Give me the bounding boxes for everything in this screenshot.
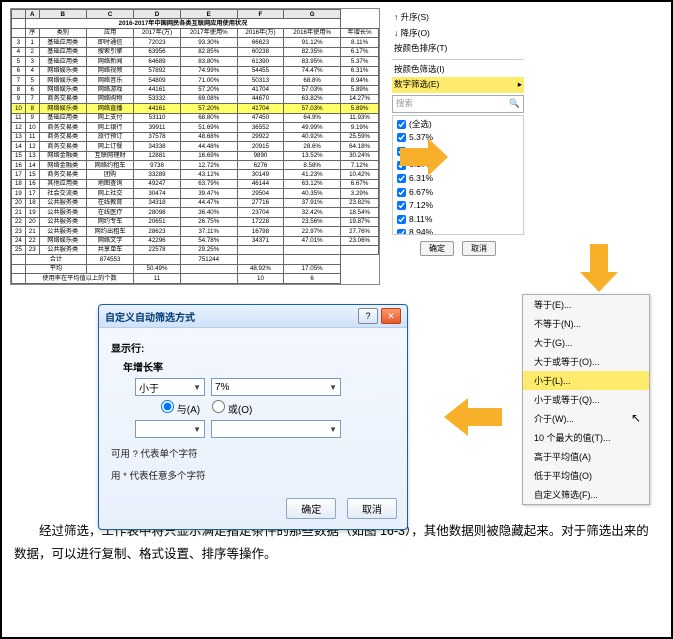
condition1-select[interactable]: 小于▼ (135, 378, 205, 396)
hint2: 用 * 代表任意多个字符 (111, 468, 395, 482)
filter-color[interactable]: 按颜色筛选(I) (392, 62, 524, 78)
number-filter[interactable]: 数字筛选(E)▸ (392, 77, 524, 93)
hint1: 可用 ? 代表单个字符 (111, 446, 395, 460)
select-all-checkbox[interactable]: (全选) (395, 118, 521, 132)
dialog-title: 自定义自动筛选方式 (105, 309, 195, 324)
submenu-item[interactable]: 低于平均值(O) (523, 466, 649, 485)
spreadsheet-table: ABCDEFG2016-2017年中国网民各类互联网应用使用状况序类别应用201… (10, 8, 380, 285)
submenu-item[interactable]: 大于或等于(O)... (523, 352, 649, 371)
sort-color[interactable]: 按颜色排序(T) (392, 41, 524, 57)
filter-dropdown[interactable]: ↑ 升序(S)↓ 降序(O) 按颜色排序(T) 按颜色筛选(I) 数字筛选(E)… (388, 8, 528, 258)
or-radio[interactable]: 或(O) (212, 400, 252, 416)
field-label: 年增长率 (123, 359, 395, 374)
submenu-item[interactable]: 等于(E)... (523, 295, 649, 314)
filter-ok-button[interactable]: 确定 (420, 241, 454, 256)
number-filter-submenu[interactable]: 等于(E)...不等于(N)...大于(G)...大于或等于(O)...小于(L… (522, 294, 650, 505)
help-button[interactable]: ? (358, 308, 378, 324)
filter-cancel-button[interactable]: 取消 (462, 241, 496, 256)
submenu-item[interactable]: 10 个最大的值(T)... (523, 428, 649, 447)
sort-desc[interactable]: ↓ 降序(O) (392, 26, 524, 42)
submenu-item[interactable]: 自定义筛选(F)... (523, 485, 649, 504)
close-button[interactable]: ✕ (381, 308, 401, 324)
submenu-item[interactable]: 不等于(N)... (523, 314, 649, 333)
sort-asc[interactable]: ↑ 升序(S) (392, 10, 524, 26)
condition2-select[interactable]: ▼ (135, 420, 205, 438)
and-radio[interactable]: 与(A) (161, 400, 200, 416)
dialog-ok-button[interactable]: 确定 (286, 498, 336, 519)
show-rows-label: 显示行: (111, 340, 395, 355)
arrow-right-icon (400, 138, 448, 176)
filter-option[interactable]: 6.67% (395, 186, 521, 200)
submenu-item[interactable]: 小于或等于(Q)... (523, 390, 649, 409)
filter-option[interactable]: 7.12% (395, 199, 521, 213)
filter-search[interactable]: 搜索🔍 (392, 95, 524, 113)
arrow-left-icon (444, 398, 502, 436)
custom-autofilter-dialog: 自定义自动筛选方式 ? ✕ 显示行: 年增长率 小于▼ 7%▼ 与(A) 或(O… (98, 304, 408, 530)
value2-input[interactable]: ▼ (211, 420, 341, 438)
submenu-item[interactable]: 高于平均值(A) (523, 447, 649, 466)
submenu-item[interactable]: 大于(G)... (523, 333, 649, 352)
filter-option[interactable]: 8.94% (395, 226, 521, 234)
cursor-icon: ↖ (631, 411, 641, 425)
arrow-down-icon (580, 244, 618, 292)
submenu-item[interactable]: 小于(L)... (523, 371, 649, 390)
filter-option[interactable]: 8.11% (395, 213, 521, 227)
value1-input[interactable]: 7%▼ (211, 378, 341, 396)
dialog-cancel-button[interactable]: 取消 (347, 498, 397, 519)
